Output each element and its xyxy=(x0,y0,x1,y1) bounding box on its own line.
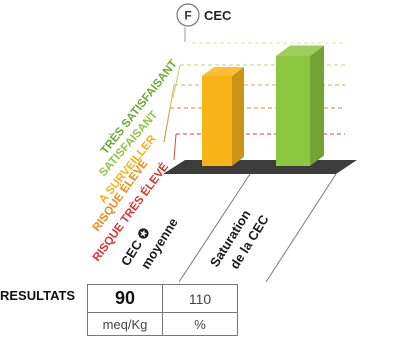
category-separator-1 xyxy=(265,173,337,283)
results-values-row: 90 110 xyxy=(87,284,238,313)
bar-front-0 xyxy=(202,76,232,166)
bar-side-0 xyxy=(232,67,244,166)
results-units-row: meq/Kg % xyxy=(87,312,238,336)
results-table: 90 110 meq/Kg % xyxy=(87,284,238,336)
category-separator-0 xyxy=(178,173,251,283)
level-connector-0 xyxy=(173,133,177,161)
bars-group xyxy=(202,45,324,166)
result-value-saturation: 110 xyxy=(162,284,238,313)
bar-top-1 xyxy=(276,45,324,56)
bar-front-1 xyxy=(276,56,310,166)
result-value-cec: 90 xyxy=(87,284,163,313)
level-connector-3 xyxy=(172,64,181,99)
chart-base xyxy=(163,160,357,174)
badge-circle xyxy=(176,3,200,27)
results-label: RESULTATS xyxy=(0,288,76,303)
bar-side-1 xyxy=(310,45,324,166)
level-label-4: TRÈS SATISFAISANT xyxy=(98,57,180,156)
badge-letter: F xyxy=(184,9,191,23)
level-connector-2 xyxy=(166,84,175,127)
chart-header: F CEC xyxy=(176,3,232,27)
chart-title: CEC xyxy=(204,8,232,23)
bar-top-0 xyxy=(202,67,244,76)
result-unit-cec: meq/Kg xyxy=(87,312,163,336)
result-unit-saturation: % xyxy=(162,312,238,336)
